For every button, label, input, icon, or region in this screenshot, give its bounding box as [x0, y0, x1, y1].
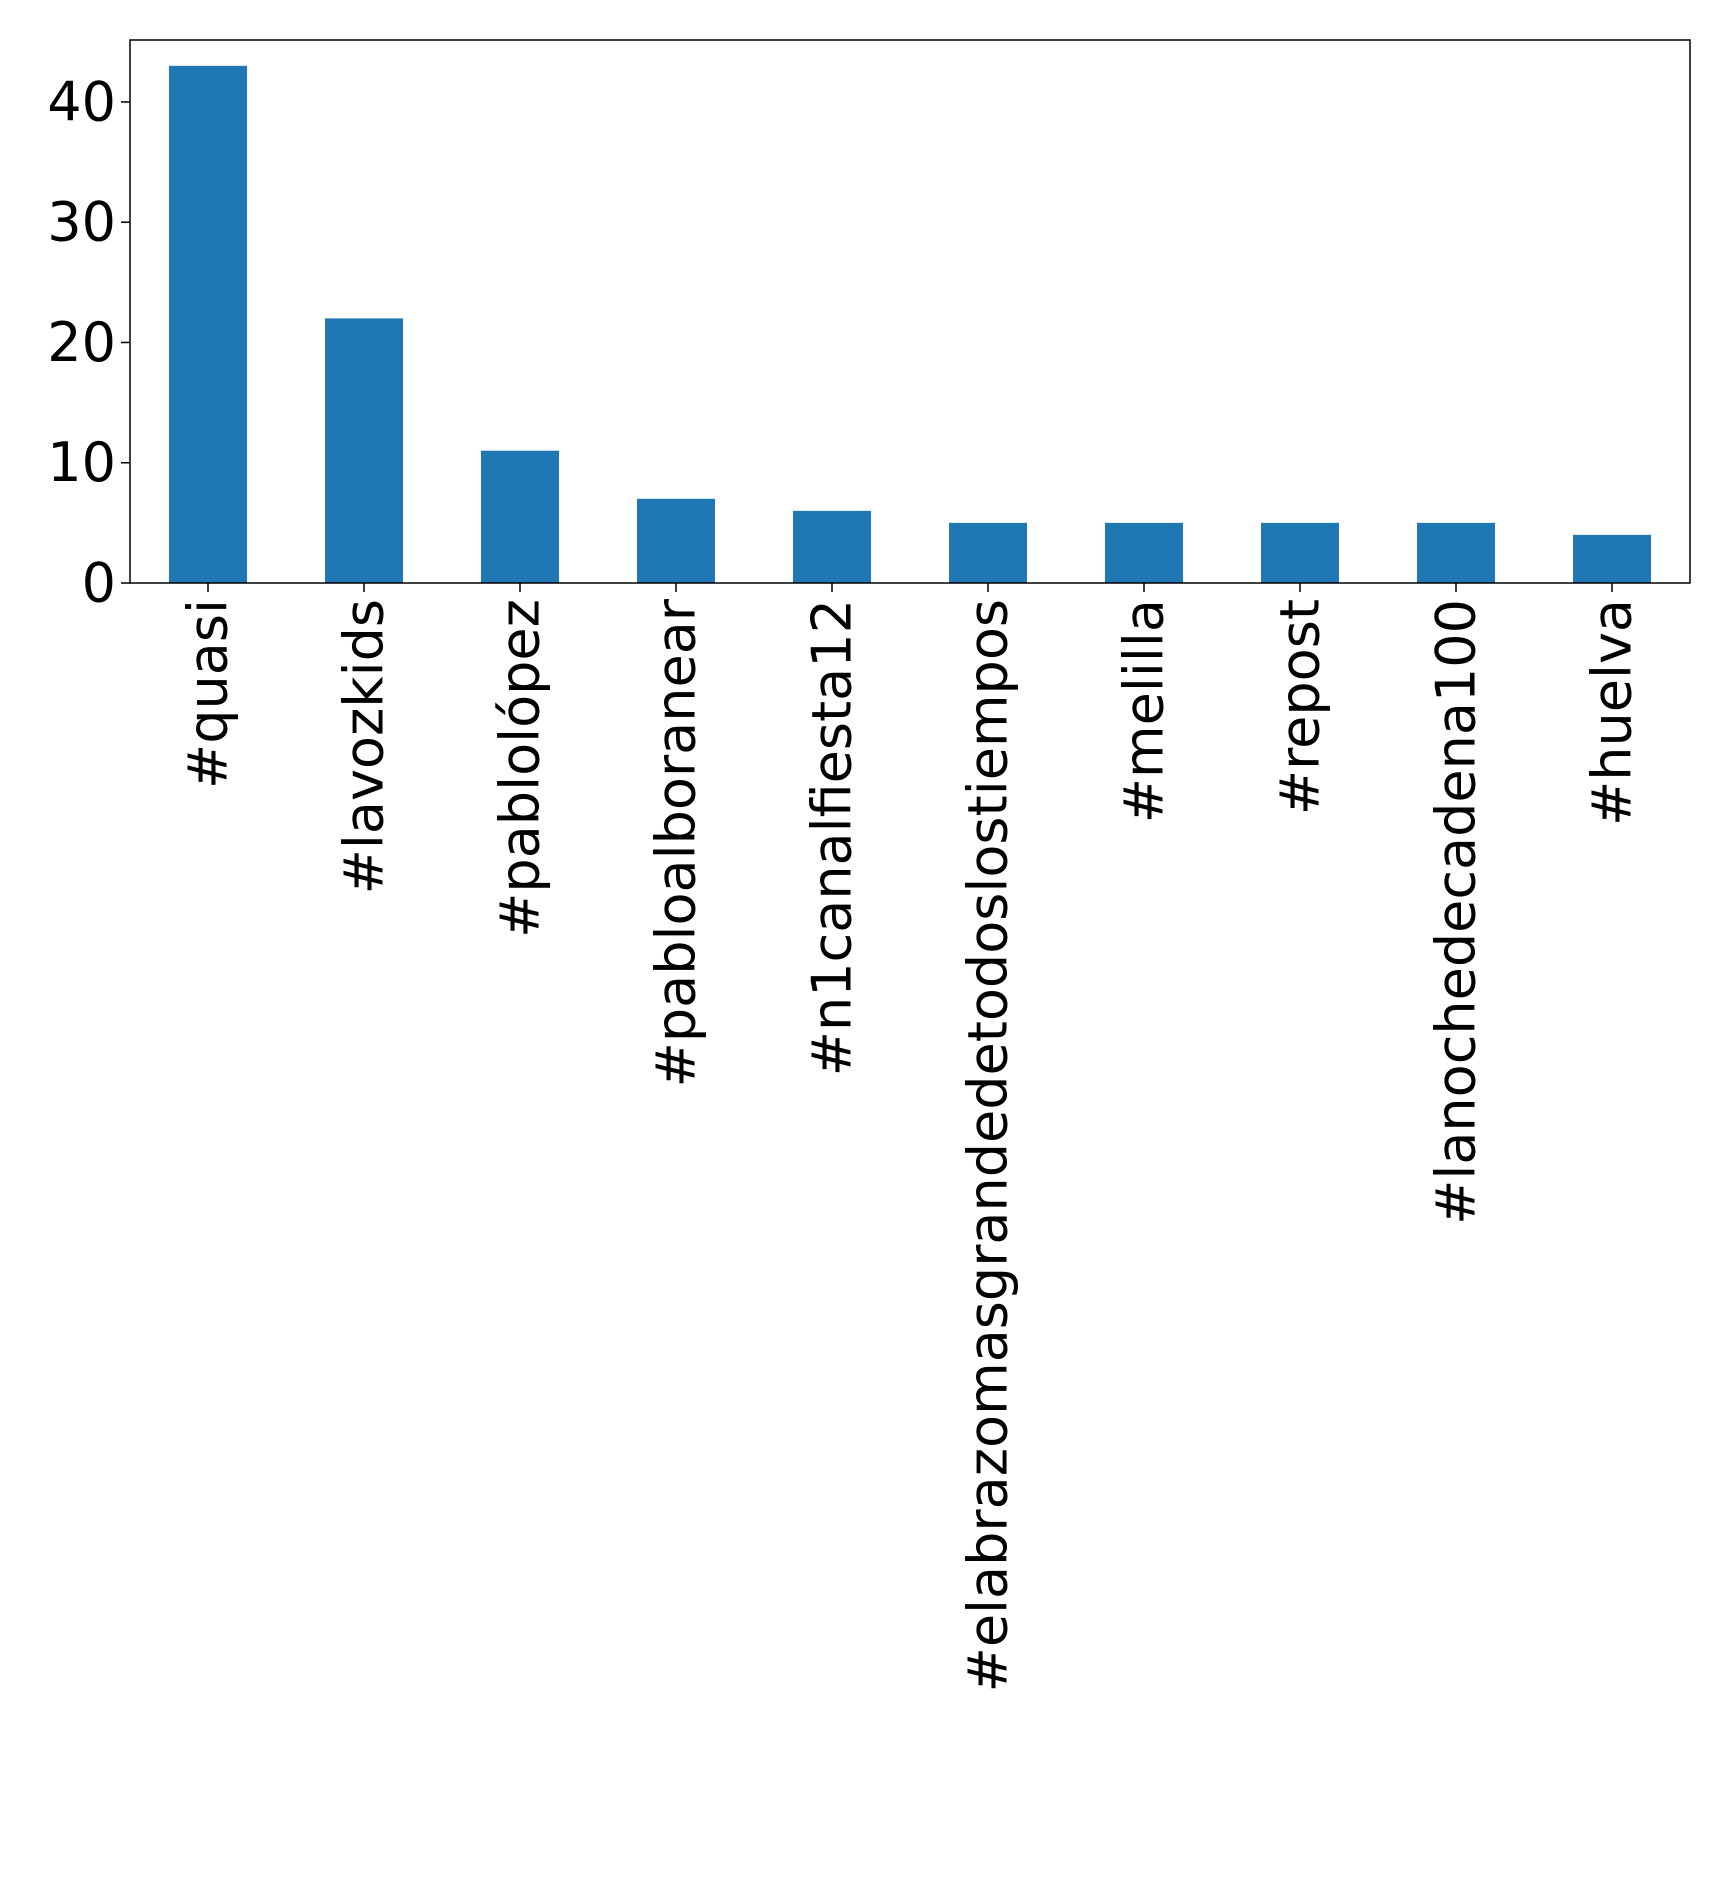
x-tick-label-2: #pablolópez [489, 599, 552, 938]
x-tick-label-6: #melilla [1113, 599, 1176, 823]
bar-8 [1417, 522, 1495, 583]
y-tick-label-4: 40 [47, 70, 116, 133]
x-tick-label-3: #pabloalboranear [645, 598, 708, 1087]
y-tick-label-2: 20 [47, 311, 116, 374]
x-tick-label-9: #huelva [1581, 599, 1644, 826]
y-tick-label-0: 0 [82, 552, 116, 615]
bar-1 [325, 318, 403, 583]
y-axis: 0 10 20 30 40 [47, 70, 130, 615]
x-tick-label-0: #quasi [177, 599, 240, 789]
bar-3 [637, 498, 715, 583]
y-tick-label-1: 10 [47, 431, 116, 494]
x-tick-label-1: #lavozkids [333, 599, 396, 894]
y-tick-label-3: 30 [47, 191, 116, 254]
bar-9 [1573, 534, 1651, 583]
bar-7 [1261, 522, 1339, 583]
bar-2 [481, 450, 559, 583]
x-tick-label-5: #elabrazomasgrandedetodoslostiempos [957, 599, 1020, 1692]
x-tick-label-7: #repost [1269, 599, 1332, 815]
bars-group [169, 65, 1651, 584]
x-tick-label-4: #n1canalfiesta12 [801, 599, 864, 1076]
x-axis: #quasi #lavozkids #pablolópez #pabloalboran… [177, 583, 1644, 1692]
bar-4 [793, 510, 871, 583]
plot-frame [129, 39, 1691, 584]
x-tick-label-8: #lanochedecadena100 [1425, 599, 1488, 1225]
bar-5 [949, 522, 1027, 583]
bar-6 [1105, 522, 1183, 583]
bar-0 [169, 65, 247, 584]
